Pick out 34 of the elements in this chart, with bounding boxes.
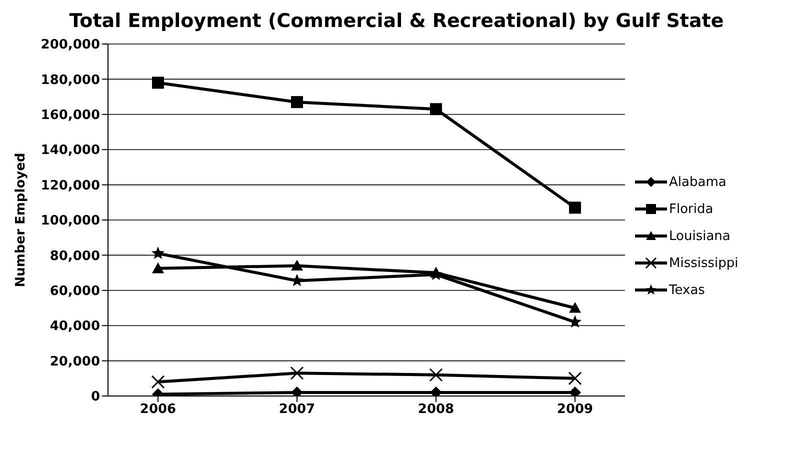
y-tick-label: 80,000	[50, 248, 100, 264]
y-tick-label: 20,000	[50, 354, 100, 370]
y-tick-label: 140,000	[40, 143, 100, 158]
chart-title: Total Employment (Commercial & Recreational) by Gulf State	[68, 10, 725, 32]
legend-label: Texas	[669, 282, 705, 298]
legend-label: Louisiana	[669, 228, 730, 244]
x-tick-label: 2006	[140, 402, 176, 418]
y-tick-label: 120,000	[40, 178, 100, 194]
y-tick-label: 0	[90, 390, 100, 405]
point	[151, 375, 165, 389]
y-tick-label: 180,000	[40, 72, 100, 88]
legend-label: Florida	[669, 202, 714, 216]
point	[430, 103, 442, 116]
x-tick-label: 2009	[556, 402, 594, 418]
point	[291, 260, 303, 271]
legend-label: Alabama	[669, 174, 726, 190]
point	[151, 246, 165, 260]
point	[291, 96, 303, 108]
y-tick-label: 160,000	[40, 108, 100, 124]
point	[569, 202, 581, 214]
y-tick-label: 40,000	[50, 319, 100, 334]
x-tick-label: 2007	[278, 402, 316, 418]
y-tick-label: 60,000	[50, 284, 100, 300]
y-tick-label: 100,000	[40, 214, 100, 229]
x-tick-label: 2008	[418, 402, 454, 418]
point	[569, 302, 581, 313]
y-axis-title: Number Employed	[14, 152, 29, 288]
legend-label: Mississippi	[669, 256, 738, 270]
point	[568, 372, 582, 386]
point	[290, 366, 304, 380]
point	[429, 368, 443, 382]
point	[152, 76, 164, 89]
y-tick-label: 200,000	[40, 38, 100, 53]
point	[152, 262, 164, 274]
